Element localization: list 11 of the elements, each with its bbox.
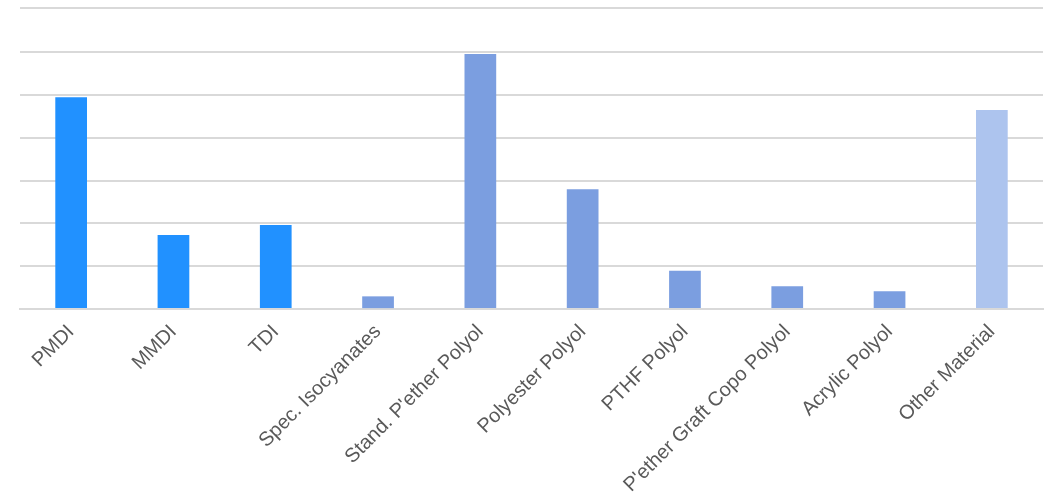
bar [669, 270, 701, 309]
x-tick-label: TDI [244, 319, 283, 359]
bar [566, 189, 599, 309]
bar [771, 286, 804, 309]
bar [362, 296, 394, 309]
bar [259, 224, 292, 309]
bar [157, 235, 190, 309]
bar [55, 97, 88, 309]
bar [873, 291, 906, 309]
bar [975, 110, 1008, 309]
bar [464, 53, 497, 309]
